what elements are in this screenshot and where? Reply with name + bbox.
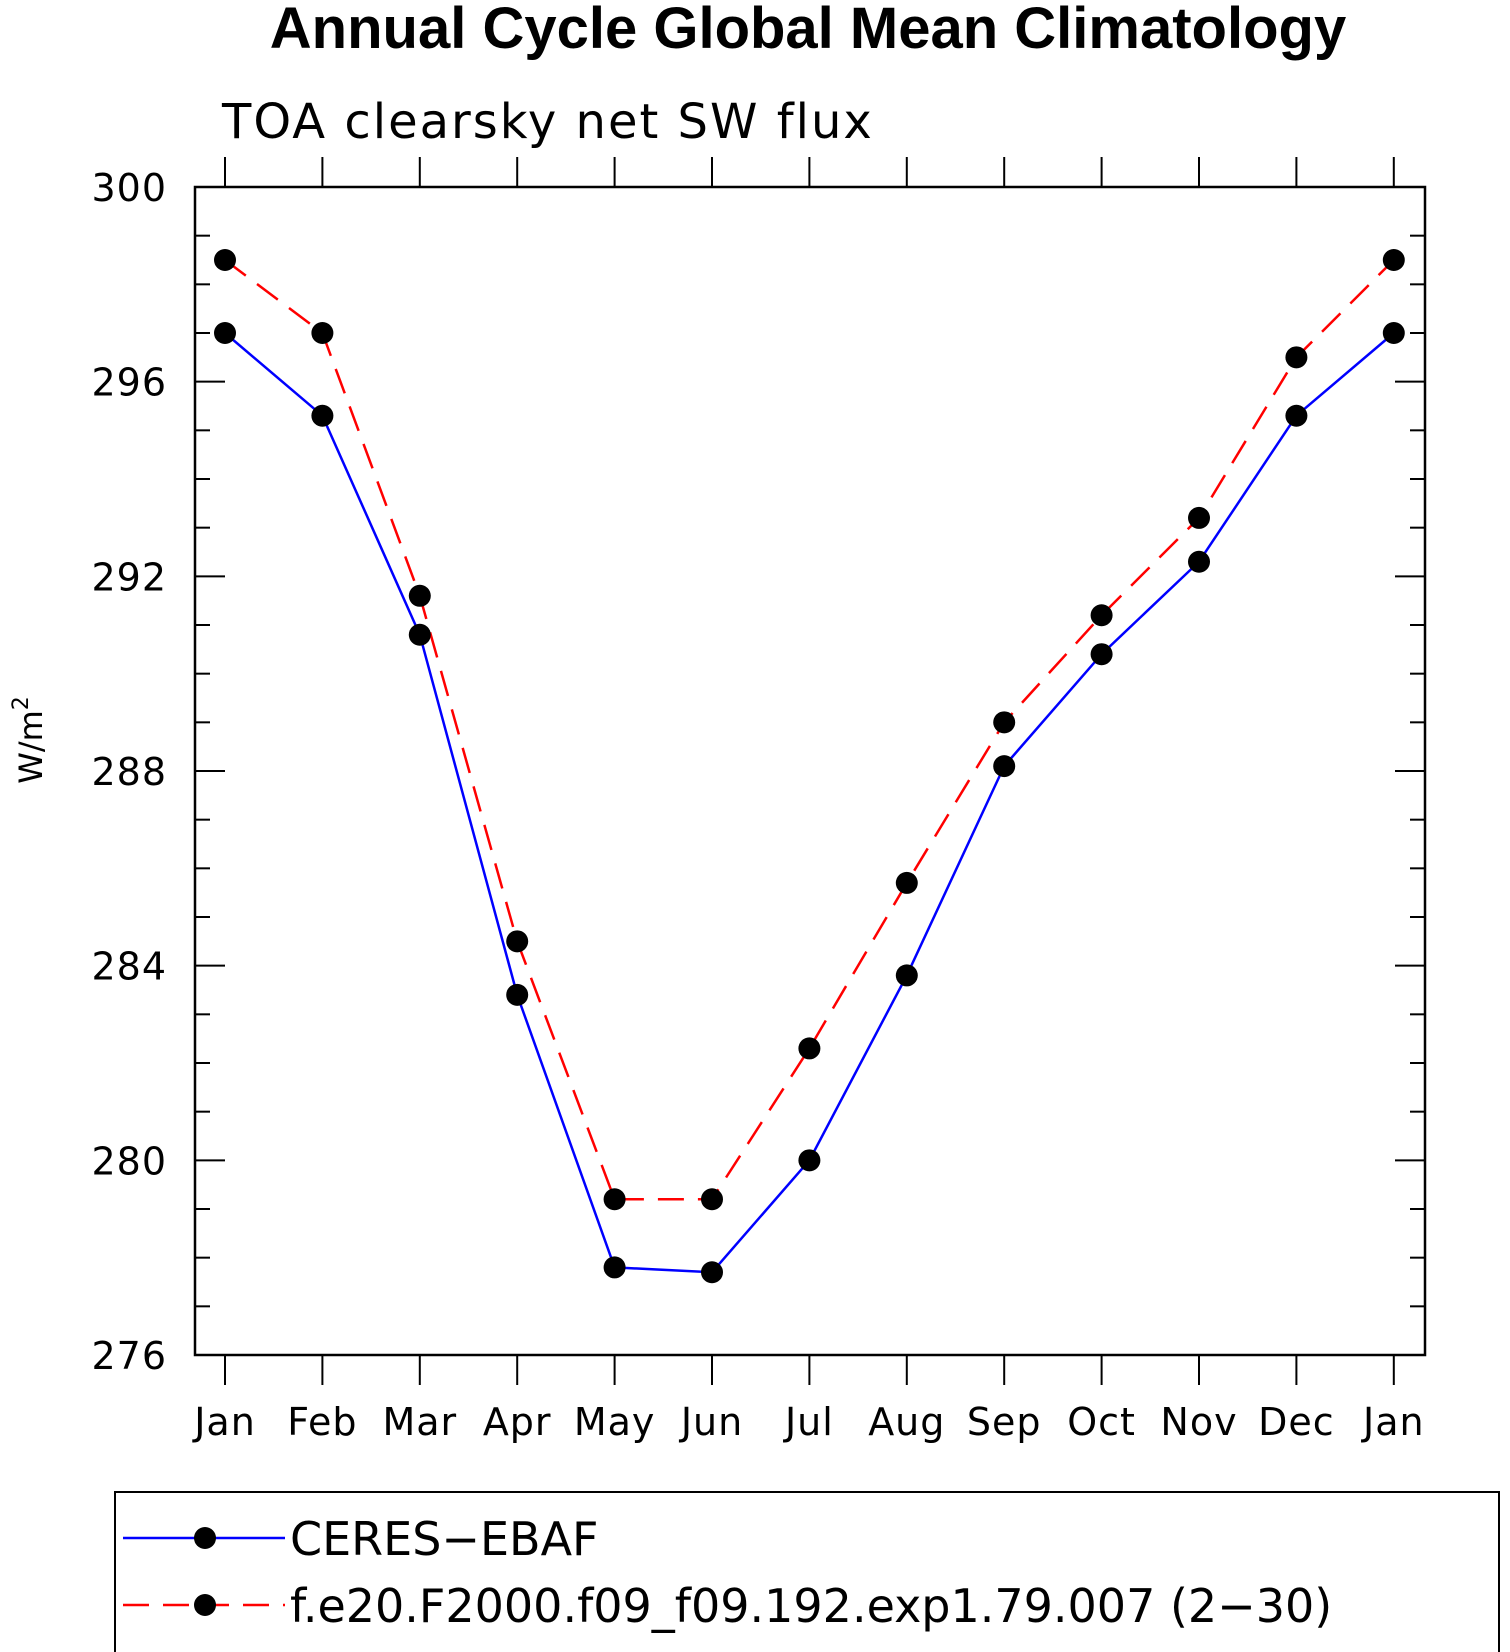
x-tick-label: Apr bbox=[483, 1400, 552, 1444]
chart-subtitle: TOA clearsky net SW flux bbox=[221, 94, 874, 150]
y-axis-label-text: W/m bbox=[12, 710, 50, 784]
x-tick-label: Aug bbox=[868, 1400, 945, 1444]
x-tick-label: Oct bbox=[1067, 1400, 1136, 1444]
series-2-point bbox=[798, 1037, 821, 1060]
series-2-point bbox=[506, 930, 529, 953]
series-1-point bbox=[214, 322, 236, 344]
series-2-point bbox=[1188, 506, 1210, 529]
y-tick-label: 292 bbox=[91, 555, 167, 599]
x-tick-label: Dec bbox=[1258, 1400, 1335, 1444]
x-tick-label: Jan bbox=[192, 1400, 256, 1444]
legend-marker-2 bbox=[194, 1594, 216, 1616]
legend: CERES−EBAF f.e20.F2000.f09_f09.192.exp1.7… bbox=[114, 1491, 1500, 1652]
chart-title: Annual Cycle Global Mean Climatology bbox=[270, 0, 1346, 61]
y-tick-label: 276 bbox=[91, 1334, 167, 1378]
y-axis-label: W/m2 bbox=[9, 696, 50, 784]
y-tick-label: 284 bbox=[91, 945, 167, 989]
series-2-point bbox=[993, 711, 1016, 734]
x-tick-label: Mar bbox=[382, 1400, 457, 1444]
series-2-point bbox=[603, 1188, 626, 1211]
y-tick-label: 300 bbox=[91, 166, 167, 210]
legend-label-2: f.e20.F2000.f09_f09.192.exp1.79.007 (2−3… bbox=[290, 1579, 1332, 1633]
y-axis-label-superscript: 2 bbox=[9, 696, 34, 710]
series-1-point bbox=[1090, 643, 1113, 666]
series-1-point bbox=[798, 1149, 821, 1172]
series-1-point bbox=[1188, 550, 1210, 573]
series-1-point bbox=[603, 1256, 626, 1279]
y-tick-label: 280 bbox=[91, 1139, 167, 1183]
series-2-point bbox=[895, 871, 918, 894]
x-tick-label: Sep bbox=[967, 1400, 1042, 1444]
series-1-point bbox=[506, 983, 529, 1006]
x-tick-label: May bbox=[574, 1400, 656, 1444]
legend-box bbox=[114, 1491, 1500, 1652]
series-1-point bbox=[701, 1261, 723, 1284]
series-2-point bbox=[1382, 249, 1405, 271]
series-2-point bbox=[1090, 604, 1113, 627]
y-tick-label: 288 bbox=[91, 750, 167, 794]
series-layer bbox=[214, 249, 1405, 1284]
x-tick-label: Jun bbox=[679, 1400, 743, 1444]
x-tick-label: Jul bbox=[783, 1400, 834, 1444]
svg-text:W/m2: W/m2 bbox=[9, 696, 50, 784]
series-1-point bbox=[408, 623, 431, 646]
series-1-point bbox=[895, 964, 918, 987]
series-1-point bbox=[993, 755, 1016, 778]
series-1-point bbox=[311, 404, 334, 427]
series-2-point bbox=[311, 322, 334, 344]
axes: 276 280 284 288 292 296 300 Jan Feb Mar Apr May Jun J… bbox=[91, 157, 1427, 1444]
series-1-point bbox=[1285, 404, 1308, 427]
series-2-point bbox=[1285, 346, 1308, 369]
series-2-point bbox=[214, 249, 236, 271]
x-tick-label: Jan bbox=[1361, 1400, 1425, 1444]
legend-label-1: CERES−EBAF bbox=[290, 1512, 599, 1566]
x-tick-label: Feb bbox=[287, 1400, 357, 1444]
series-2-point bbox=[701, 1188, 723, 1211]
series-1-point bbox=[1382, 322, 1405, 344]
legend-entries: CERES−EBAF f.e20.F2000.f09_f09.192.exp1.7… bbox=[123, 1512, 1332, 1633]
plot-frame bbox=[193, 185, 1427, 1357]
y-tick-label: 296 bbox=[91, 361, 167, 405]
x-tick-label: Nov bbox=[1160, 1400, 1237, 1444]
legend-marker-1 bbox=[194, 1527, 216, 1549]
series-2-point bbox=[408, 584, 431, 607]
series-line-1 bbox=[224, 332, 1395, 1274]
